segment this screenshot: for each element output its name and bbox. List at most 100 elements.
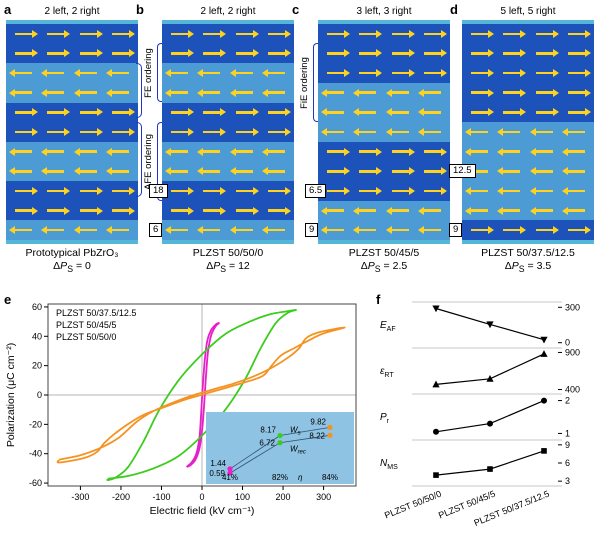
domain-row bbox=[162, 82, 294, 103]
polarization-arrow-right-icon bbox=[235, 52, 253, 55]
polarization-arrow-left-icon bbox=[391, 130, 409, 134]
domain-row bbox=[462, 122, 594, 142]
domain-row bbox=[462, 181, 594, 201]
polarization-arrow-right-icon bbox=[391, 71, 409, 75]
right-tick-label: 900 bbox=[565, 347, 580, 357]
polarization-arrow-right-icon bbox=[391, 170, 409, 173]
polarization-arrow-left-icon bbox=[327, 228, 344, 232]
fe-ordering-bracket-icon bbox=[157, 43, 162, 102]
panel-letter-f: f bbox=[376, 292, 381, 307]
polarization-arrow-right-icon bbox=[423, 71, 441, 75]
fe-ordering-group: FE ordering bbox=[138, 43, 162, 102]
domain-row bbox=[6, 122, 138, 142]
y-tick-label: -20 bbox=[29, 419, 42, 429]
x-tick-label: -200 bbox=[112, 492, 130, 502]
domain-row bbox=[6, 102, 138, 123]
domain-row bbox=[6, 63, 138, 83]
data-marker bbox=[540, 350, 548, 357]
domain-row bbox=[162, 141, 294, 162]
polarization-arrow-left-icon bbox=[471, 150, 488, 153]
inset-wrec-value: 6.72 bbox=[259, 439, 275, 448]
right-tick-label: 2 bbox=[565, 396, 570, 406]
inset-wrec-value: 8.22 bbox=[309, 431, 325, 440]
panel-letter-d: d bbox=[450, 2, 458, 17]
domain-row bbox=[162, 43, 294, 64]
panel-a-title: 2 left, 2 right bbox=[44, 6, 100, 17]
polarization-arrow-left-icon bbox=[111, 170, 129, 173]
polarization-arrow-left-icon bbox=[79, 170, 97, 173]
data-marker bbox=[486, 321, 494, 329]
polarization-arrow-right-icon bbox=[267, 189, 285, 193]
polarization-arrow-right-icon bbox=[267, 111, 285, 114]
caption-dps: ΔPS = 12 bbox=[206, 260, 250, 275]
polarization-arrow-left-icon bbox=[79, 150, 97, 153]
polarization-arrow-right-icon bbox=[391, 150, 409, 153]
data-marker bbox=[486, 374, 494, 382]
polarization-arrow-right-icon bbox=[47, 111, 65, 114]
polarization-arrow-right-icon bbox=[503, 71, 521, 75]
polarization-arrow-right-icon bbox=[47, 130, 65, 134]
domain-diagram-b: 18 6 bbox=[149, 20, 294, 244]
polarization-arrow-left-icon bbox=[567, 209, 585, 212]
domain-diagram-c: 6.5 9 bbox=[305, 20, 450, 244]
domain-row bbox=[162, 122, 294, 142]
polarization-arrow-right-icon bbox=[79, 130, 97, 134]
polarization-arrow-left-icon bbox=[567, 130, 585, 134]
domain-width-box: 9 bbox=[305, 223, 319, 238]
domain-row bbox=[162, 220, 294, 241]
polarization-arrow-right-icon bbox=[15, 209, 32, 212]
polarization-arrow-left-icon bbox=[567, 170, 585, 173]
domain-width-box: 12.5 bbox=[449, 164, 476, 179]
domain-row bbox=[318, 24, 450, 44]
domain-row bbox=[162, 161, 294, 182]
polarization-arrow-left-icon bbox=[267, 228, 285, 232]
polarization-arrow-right-icon bbox=[79, 32, 97, 36]
polarization-arrow-left-icon bbox=[423, 228, 441, 232]
polarization-arrow-right-icon bbox=[79, 52, 97, 55]
polarization-arrow-left-icon bbox=[267, 170, 285, 173]
polarization-arrow-left-icon bbox=[203, 170, 221, 173]
domain-row bbox=[462, 102, 594, 123]
polarization-arrow-right-icon bbox=[15, 111, 32, 114]
right-tick-label: 9 bbox=[565, 440, 570, 450]
caption-material: PLZST 50/50/0 bbox=[192, 247, 264, 259]
subplot-label: NMS bbox=[380, 458, 398, 471]
polarization-arrow-left-icon bbox=[111, 150, 129, 153]
y-tick-label: -60 bbox=[29, 478, 42, 488]
polarization-arrow-left-icon bbox=[47, 150, 65, 153]
domain-row bbox=[162, 24, 294, 44]
polarization-arrow-left-icon bbox=[391, 111, 409, 114]
polarization-arrow-left-icon bbox=[235, 91, 253, 94]
polarization-arrow-right-icon bbox=[327, 170, 344, 173]
legend-entry: PLZST 50/37.5/12.5 bbox=[56, 308, 136, 318]
fie-ordering-bracket-icon bbox=[313, 43, 318, 122]
subplot-label: Pr bbox=[380, 412, 390, 425]
polarization-arrow-right-icon bbox=[471, 71, 488, 75]
polarization-arrow-right-icon bbox=[111, 52, 129, 55]
polarization-arrow-right-icon bbox=[327, 71, 344, 75]
polarization-arrow-left-icon bbox=[535, 130, 553, 134]
polarization-arrow-right-icon bbox=[391, 189, 409, 193]
polarization-arrow-left-icon bbox=[79, 228, 97, 232]
domain-row bbox=[318, 181, 450, 201]
right-tick-label: 3 bbox=[565, 476, 570, 486]
inset-eta-label: η bbox=[298, 473, 303, 482]
right-tick-label: 1 bbox=[565, 428, 570, 438]
polarization-arrow-right-icon bbox=[503, 111, 521, 114]
panel-c-title: 3 left, 3 right bbox=[356, 6, 412, 17]
domain-row bbox=[6, 24, 138, 44]
legend-entry: PLZST 50/50/0 bbox=[56, 332, 116, 342]
polarization-arrow-left-icon bbox=[503, 130, 521, 134]
polarization-arrow-right-icon bbox=[171, 111, 188, 114]
polarization-arrow-right-icon bbox=[267, 130, 285, 134]
x-tick-label: -100 bbox=[152, 492, 170, 502]
domain-row bbox=[462, 220, 594, 241]
domain-row bbox=[318, 122, 450, 142]
polarization-arrow-left-icon bbox=[503, 150, 521, 153]
legend-entry: PLZST 50/45/5 bbox=[56, 320, 116, 330]
polarization-arrow-right-icon bbox=[327, 189, 344, 193]
polarization-arrow-left-icon bbox=[47, 170, 65, 173]
y-tick-label: -40 bbox=[29, 449, 42, 459]
hysteresis-loop bbox=[186, 322, 220, 468]
